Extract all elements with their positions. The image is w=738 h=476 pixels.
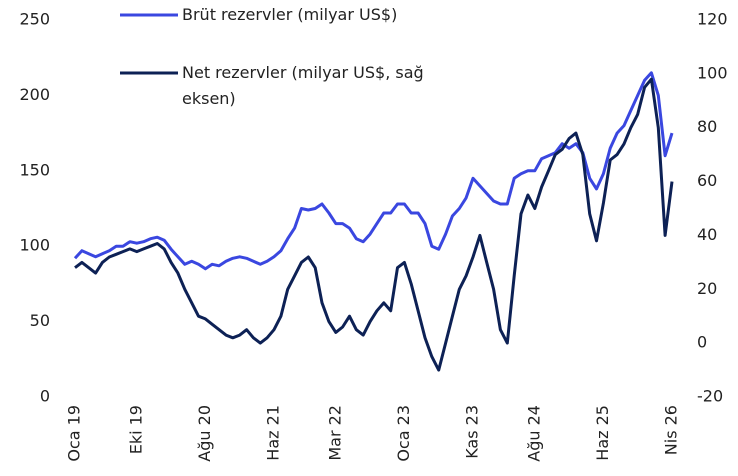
y2-tick-label: 0 (697, 333, 707, 352)
y-tick-label: 50 (30, 311, 50, 330)
y2-tick-label: 40 (697, 225, 717, 244)
y-tick-label: 150 (19, 160, 50, 179)
x-tick-label: Ağu 24 (524, 405, 543, 462)
x-tick-label: Oca 23 (394, 405, 413, 462)
y2-tick-label: 60 (697, 171, 717, 190)
y2-tick-label: 20 (697, 279, 717, 298)
y2-tick-label: -20 (697, 387, 723, 406)
x-tick-label: Mar 22 (325, 405, 344, 461)
x-tick-label: Haz 25 (593, 405, 612, 461)
x-tick-label: Ağu 20 (195, 405, 214, 462)
y2-tick-label: 120 (697, 10, 728, 29)
y-tick-label: 100 (19, 236, 50, 255)
legend-label: Net rezervler (milyar US$, sağ eksen) (182, 63, 424, 108)
x-tick-label: Nis 26 (662, 405, 681, 455)
legend-label: Brüt rezervler (milyar US$) (182, 5, 398, 24)
series-line (73, 71, 674, 271)
y-tick-label: 200 (19, 85, 50, 104)
x-tick-label: Oca 19 (65, 405, 84, 462)
y2-tick-label: 100 (697, 63, 728, 82)
x-tick-label: Kas 23 (463, 405, 482, 459)
x-tick-label: Eki 19 (126, 405, 145, 454)
series-line (74, 77, 674, 372)
y2-tick-label: 80 (697, 117, 717, 136)
y-tick-label: 0 (40, 387, 50, 406)
y-tick-label: 250 (19, 10, 50, 29)
x-tick-label: Haz 21 (264, 405, 283, 461)
